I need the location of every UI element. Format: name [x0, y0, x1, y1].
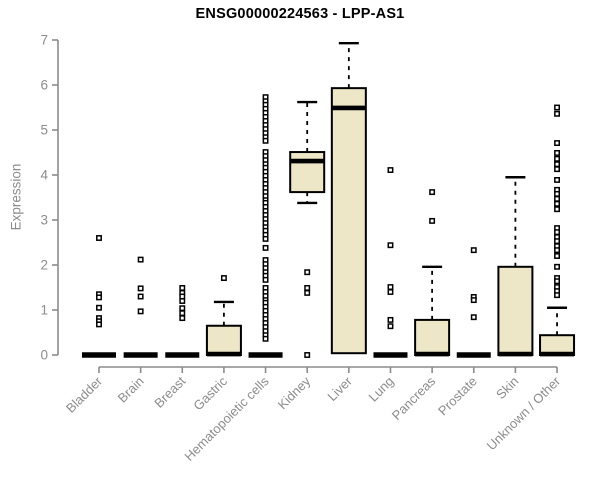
x-tick-label: Lung [366, 374, 397, 405]
outlier-point [179, 310, 186, 317]
outlier-point [470, 247, 477, 254]
x-tick-label: Liver [324, 373, 355, 404]
outlier-point [262, 335, 269, 342]
outlier-point [262, 137, 269, 144]
outlier-point [387, 242, 394, 249]
outlier-point [554, 292, 560, 299]
outlier-point [262, 276, 269, 283]
outlier-point [554, 177, 560, 183]
outlier-point [96, 235, 102, 241]
outlier-point [137, 293, 144, 300]
outlier-point [554, 104, 560, 111]
outlier-point [554, 200, 560, 207]
outlier-point [387, 289, 394, 295]
outlier-point [554, 247, 560, 254]
outlier-point [554, 229, 560, 236]
outlier-point [554, 206, 560, 213]
outlier-point [554, 140, 560, 147]
outlier-point [470, 297, 477, 304]
outlier-point [554, 278, 560, 285]
collapsed-box [456, 352, 491, 358]
collapsed-box [82, 352, 116, 358]
box [414, 318, 451, 356]
x-tick-label: Gastric [190, 373, 230, 413]
outlier-point [179, 315, 186, 322]
outlier-point [137, 308, 144, 315]
outlier-point [429, 217, 436, 224]
box [330, 87, 367, 355]
outlier-point [262, 244, 269, 251]
outlier-point [387, 316, 394, 323]
outlier-point [179, 293, 186, 300]
y-tick-label: 3 [40, 213, 48, 228]
outlier-point [137, 256, 144, 263]
x-tick-label: Bladder [63, 373, 106, 416]
outlier-point [554, 166, 560, 173]
outlier-point [304, 289, 311, 296]
outlier-point [387, 167, 394, 174]
outlier-point [179, 298, 186, 304]
x-tick-label: Breast [151, 373, 188, 410]
outlier-point [262, 235, 269, 242]
outlier-point [387, 323, 394, 330]
outlier-point [554, 263, 560, 270]
x-tick-label: Kidney [275, 373, 314, 412]
x-tick-label: Skin [493, 374, 521, 402]
outlier-point [554, 190, 560, 197]
outlier-point [96, 321, 102, 328]
outlier-point [96, 294, 102, 301]
outlier-point [179, 305, 186, 312]
y-tick-label: 7 [40, 33, 48, 48]
y-tick-label: 2 [40, 258, 48, 273]
outlier-point [554, 110, 560, 117]
collapsed-box [123, 352, 158, 358]
y-tick-label: 0 [40, 348, 48, 363]
collapsed-box [373, 352, 408, 358]
box [497, 265, 534, 356]
outlier-point [470, 314, 477, 321]
outlier-point [137, 285, 144, 292]
outlier-point [304, 352, 311, 358]
outlier-point [220, 275, 227, 282]
collapsed-box [248, 352, 283, 358]
x-tick-label: Unknown / Other [484, 373, 564, 453]
outlier-point [554, 150, 560, 156]
outlier-point [387, 284, 394, 291]
y-tick-label: 4 [40, 168, 48, 183]
outlier-point [554, 155, 560, 162]
collapsed-box [165, 352, 200, 358]
outlier-point [554, 253, 560, 259]
outlier-point [554, 161, 560, 168]
chart-title: ENSG00000224563 - LPP-AS1 [195, 6, 405, 22]
y-tick-label: 6 [40, 78, 48, 93]
outlier-point [429, 189, 436, 196]
outlier-point [554, 238, 560, 245]
outlier-point [554, 195, 560, 202]
box [205, 324, 242, 356]
x-tick-label: Prostate [435, 374, 480, 419]
y-tick-label: 1 [40, 303, 48, 318]
outlier-point [179, 285, 186, 291]
outlier-point [96, 304, 102, 311]
x-tick-label: Pancreas [389, 373, 439, 423]
box [289, 151, 326, 194]
x-tick-label: Brain [115, 374, 147, 406]
outlier-point [304, 285, 311, 291]
y-tick-label: 5 [40, 123, 48, 138]
outlier-point [304, 269, 311, 276]
